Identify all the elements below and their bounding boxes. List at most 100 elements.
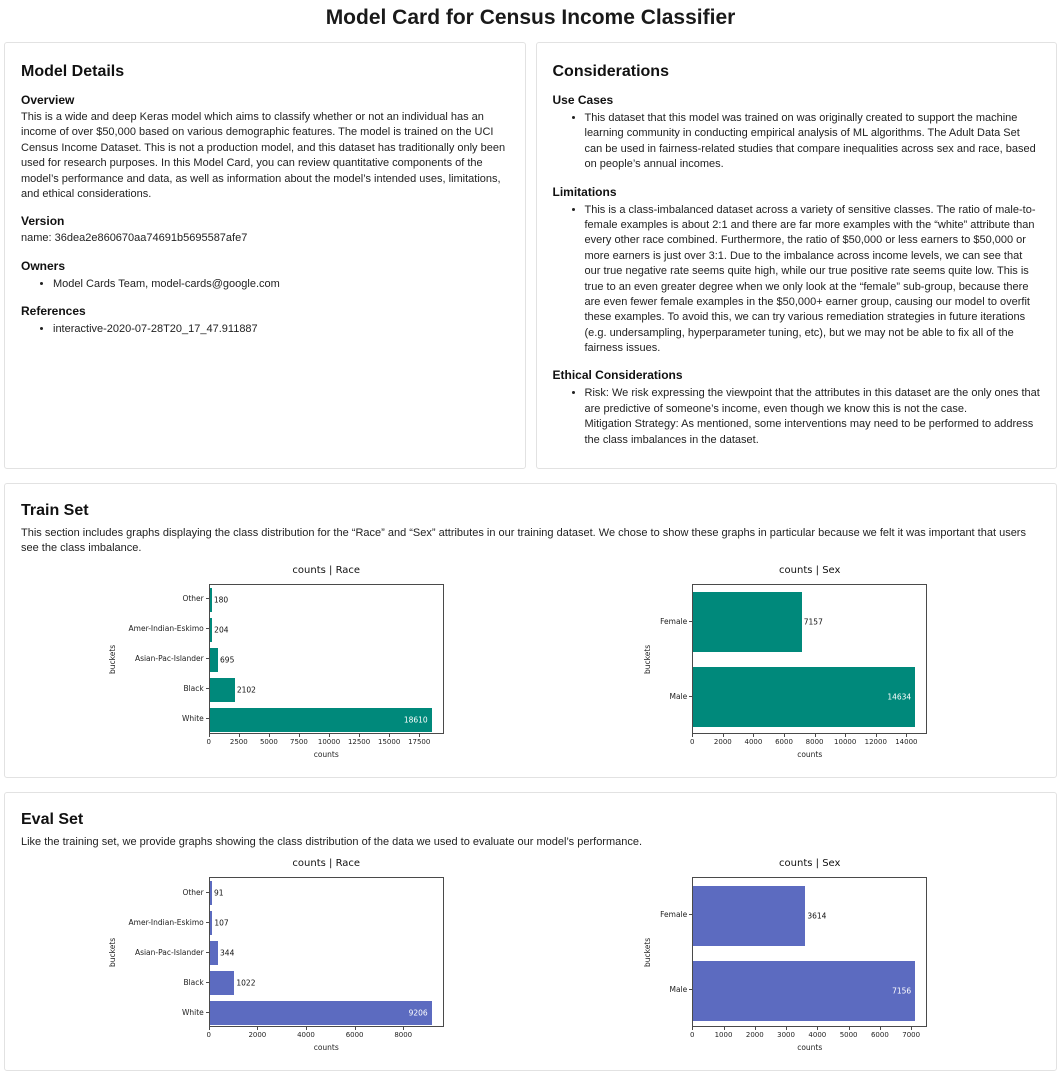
y-tick-mark <box>205 658 209 660</box>
top-cards-row: Model Details Overview This is a wide an… <box>4 42 1057 470</box>
references-heading: References <box>21 304 86 319</box>
limitations-heading: Limitations <box>552 184 617 199</box>
chart-title: counts | Sex <box>779 858 841 870</box>
train-set-section: Train Set This section includes graphs d… <box>4 483 1057 778</box>
chart-title: counts | Sex <box>779 564 841 576</box>
x-tick-label: 14000 <box>895 737 918 746</box>
bar-value-label: 14634 <box>887 692 912 702</box>
eval-race-chart-column: buckets Other Amer-Indian-Eskimo Asian-Pac… <box>21 858 531 1052</box>
bar-chart-train-sex: buckets Female Male counts | Sex 7157 1463… <box>643 564 928 759</box>
eval-set-description: Like the training set, we provide graphs… <box>21 835 643 848</box>
x-tick-label: 4000 <box>297 1031 315 1040</box>
y-axis-tick-labels: Other Amer-Indian-Eskimo Asian-Pac-Islande… <box>119 877 209 1027</box>
x-tick-mark <box>723 1027 725 1031</box>
x-axis-ticks: 0 2000 4000 6000 8000 <box>206 1027 444 1041</box>
y-tick-label: Male <box>669 985 688 995</box>
y-tick-label: Other <box>182 887 204 897</box>
x-tick-label: 5000 <box>839 1031 858 1040</box>
bar-white <box>209 707 432 732</box>
x-tick-label: 17500 <box>408 737 431 746</box>
overview-heading: Overview <box>21 93 75 107</box>
x-tick-mark <box>817 1027 819 1031</box>
bar-value-label: 204 <box>214 625 229 635</box>
model-details-title: Model Details <box>21 63 125 80</box>
x-tick-mark <box>329 733 331 737</box>
y-tick-label: Amer-Indian-Eskimo <box>128 624 204 634</box>
x-tick-mark <box>753 733 755 737</box>
y-axis-label: buckets <box>643 937 653 967</box>
bar-other <box>209 881 212 906</box>
bar-other <box>209 587 212 612</box>
eval-sex-chart-column: buckets Female Male counts | Sex 3614 7156… <box>531 858 1041 1052</box>
y-tick-label: Other <box>182 594 204 604</box>
x-tick-label: 2000 <box>713 737 732 746</box>
x-tick-mark <box>692 1027 694 1031</box>
x-tick-label: 4000 <box>808 1031 827 1040</box>
bar-value-label: 91 <box>213 888 224 898</box>
references-item: interactive-2020-07-28T20_17_47.911887 <box>53 322 509 337</box>
y-tick-label: Asian-Pac-Islander <box>134 947 204 957</box>
bar-asian-pac-islander <box>209 941 219 966</box>
x-axis-ticks: 0 1000 2000 3000 4000 5000 6000 7000 <box>690 1027 927 1041</box>
y-tick-label: Black <box>183 684 204 694</box>
bar-female <box>693 592 802 653</box>
bar-chart-train-race: buckets Other Amer-Indian-Eskimo Asian-Pac… <box>108 565 444 759</box>
bar-value-label: 695 <box>220 655 235 665</box>
x-axis-ticks: 0 2000 4000 6000 8000 10000 12000 14000 <box>690 733 927 748</box>
y-axis-tick-labels: Other Amer-Indian-Eskimo Asian-Pac-Islande… <box>119 584 209 734</box>
bar-amer-indian-eskimo <box>209 617 213 642</box>
bar-male <box>693 960 916 1021</box>
x-tick-label: 10000 <box>317 737 341 746</box>
x-tick-mark <box>911 1027 913 1031</box>
x-tick-mark <box>906 733 908 737</box>
x-tick-label: 6000 <box>870 1031 889 1040</box>
bar-value-label: 7156 <box>892 986 912 996</box>
plot-area: 180 204 695 2102 18610 <box>208 583 444 734</box>
chart-title: counts | Race <box>292 564 361 576</box>
x-tick-mark <box>354 1027 356 1031</box>
x-tick-label: 5000 <box>259 737 278 746</box>
train-set-description: This section includes graphs displaying … <box>21 527 1026 555</box>
y-axis-label: buckets <box>107 937 117 967</box>
x-tick-mark <box>845 733 847 737</box>
x-tick-label: 0 <box>206 737 211 746</box>
x-tick-mark <box>208 1027 210 1031</box>
x-tick-label: 0 <box>690 1031 695 1040</box>
bar-female <box>693 885 806 946</box>
x-tick-label: 0 <box>206 1031 211 1040</box>
x-axis-label: counts <box>797 1043 823 1053</box>
overview-text: This is a wide and deep Keras model whic… <box>21 111 506 200</box>
y-axis-label: buckets <box>643 644 653 674</box>
y-tick-mark <box>205 598 209 600</box>
x-tick-label: 0 <box>690 737 695 746</box>
x-axis-label: counts <box>313 1043 339 1053</box>
train-charts-row: buckets Other Amer-Indian-Eskimo Asian-Pac… <box>21 565 1040 759</box>
ethical-considerations-heading: Ethical Considerations <box>552 368 683 383</box>
eval-set-section: Eval Set Like the training set, we provi… <box>4 791 1057 1072</box>
x-tick-label: 12000 <box>864 737 887 746</box>
x-tick-mark <box>268 733 270 737</box>
x-axis-label: counts <box>797 749 823 759</box>
y-tick-label: White <box>181 1007 204 1017</box>
use-cases-heading: Use Cases <box>552 93 614 107</box>
x-tick-mark <box>879 1027 881 1031</box>
ethical-considerations-item: Risk: We risk expressing the viewpoint t… <box>585 386 1041 448</box>
x-tick-mark <box>238 733 240 737</box>
x-tick-label: 12500 <box>347 737 371 746</box>
y-tick-label: Female <box>660 616 688 626</box>
x-tick-label: 10000 <box>834 737 857 746</box>
x-axis-ticks: 0 2500 5000 7500 10000 12500 15000 17500 <box>206 733 444 748</box>
references-list: interactive-2020-07-28T20_17_47.911887 <box>21 322 509 337</box>
x-tick-mark <box>814 733 816 737</box>
use-cases-list: This dataset that this model was trained… <box>553 111 1041 173</box>
x-tick-label: 2000 <box>745 1031 764 1040</box>
x-tick-mark <box>754 1027 756 1031</box>
x-tick-mark <box>298 733 300 737</box>
owners-heading: Owners <box>21 258 66 273</box>
x-tick-label: 6000 <box>775 737 793 746</box>
x-tick-mark <box>722 733 724 737</box>
y-tick-label: Asian-Pac-Islander <box>134 654 204 664</box>
x-tick-label: 8000 <box>805 737 824 746</box>
bar-value-label: 3614 <box>807 911 827 921</box>
x-axis-label: counts <box>313 749 339 759</box>
